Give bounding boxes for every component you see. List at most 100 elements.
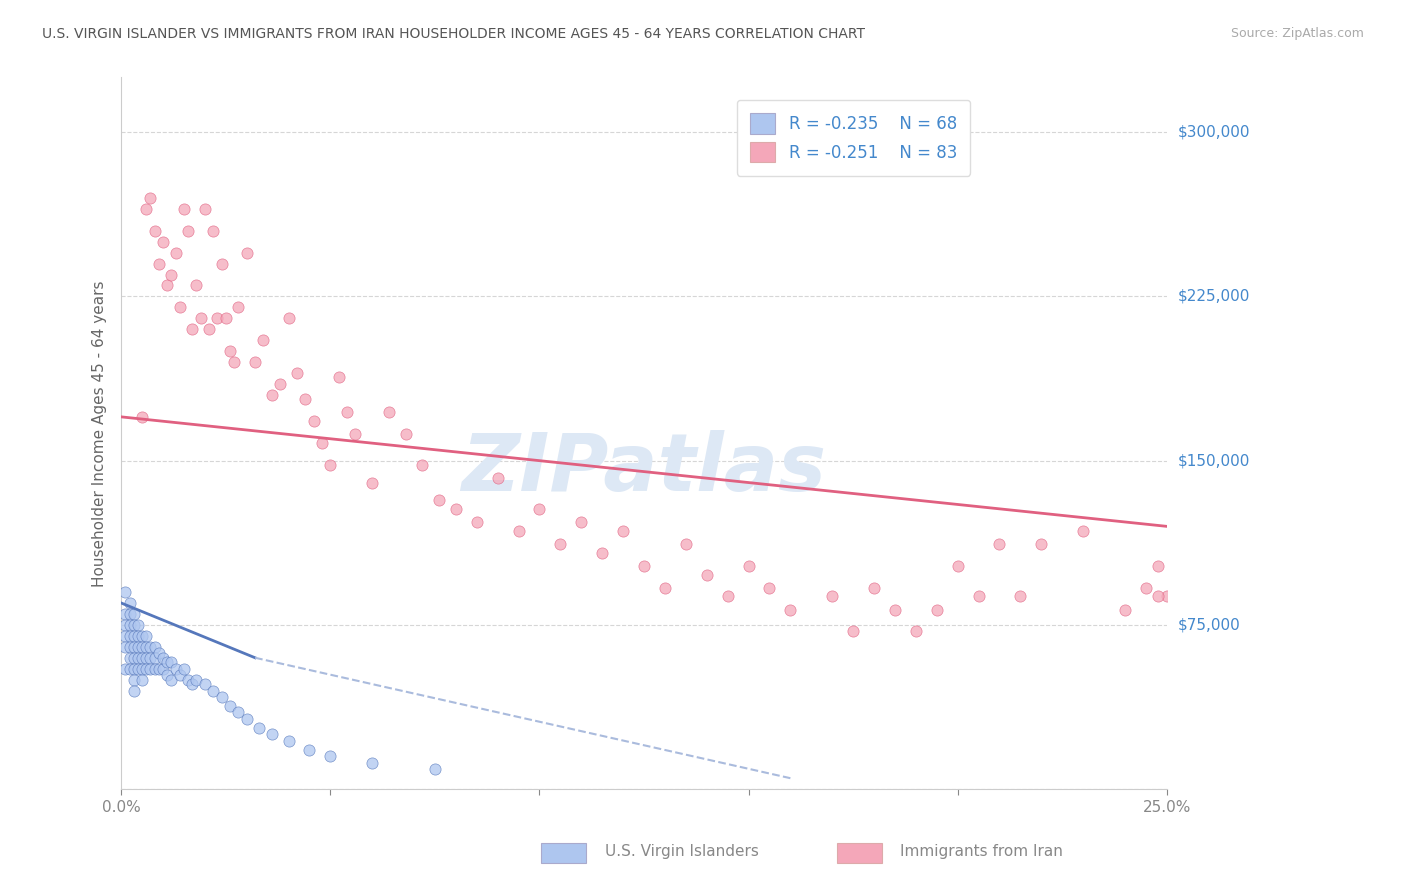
Point (143, 650, 166, 665)
Point (202, 224, 225, 238)
Point (127, 650, 149, 665)
Point (529, 501, 551, 516)
Point (696, 567, 718, 582)
Point (465, 515, 488, 529)
Point (319, 749, 342, 764)
Point (127, 640, 149, 654)
Point (1147, 558, 1170, 573)
Point (1260, 528, 1282, 542)
Point (842, 624, 865, 639)
Point (228, 301, 250, 315)
Point (114, 629, 136, 643)
Y-axis label: Householder Income Ages 45 - 64 years: Householder Income Ages 45 - 64 years (93, 280, 107, 587)
Point (1071, 524, 1094, 538)
Point (1156, 590, 1178, 604)
Point (122, 673, 145, 687)
Point (156, 278, 179, 293)
Point (925, 602, 948, 616)
Point (114, 640, 136, 654)
Point (336, 405, 359, 419)
Point (156, 668, 179, 682)
Point (285, 366, 308, 380)
Point (177, 673, 200, 687)
Point (181, 677, 204, 691)
Point (114, 662, 136, 676)
Text: Source: ZipAtlas.com: Source: ZipAtlas.com (1230, 27, 1364, 40)
Point (612, 524, 634, 538)
Point (219, 344, 242, 359)
Point (127, 618, 149, 632)
Text: $150,000: $150,000 (1178, 453, 1250, 468)
Point (904, 624, 927, 639)
Point (717, 590, 740, 604)
Point (235, 712, 257, 726)
Point (139, 191, 162, 205)
Point (967, 590, 990, 604)
Point (186, 278, 208, 293)
Point (139, 662, 162, 676)
Point (135, 640, 157, 654)
Text: Immigrants from Iran: Immigrants from Iran (900, 845, 1063, 859)
Point (235, 245, 257, 260)
Point (114, 585, 136, 599)
Point (122, 607, 145, 621)
Point (165, 662, 187, 676)
Point (156, 655, 179, 669)
Point (821, 590, 844, 604)
Point (884, 602, 907, 616)
Point (160, 655, 183, 669)
Point (118, 596, 141, 610)
Text: $225,000: $225,000 (1178, 289, 1250, 304)
Point (135, 202, 157, 216)
Point (186, 673, 208, 687)
Point (444, 501, 467, 516)
Point (173, 202, 195, 216)
Point (143, 662, 166, 676)
Point (139, 640, 162, 654)
Point (207, 311, 229, 326)
Point (260, 388, 283, 402)
Point (224, 355, 246, 369)
Point (508, 524, 530, 538)
Point (118, 650, 141, 665)
Point (190, 311, 212, 326)
Point (779, 602, 801, 616)
Point (118, 607, 141, 621)
Point (247, 721, 270, 735)
Point (181, 322, 204, 336)
Point (427, 493, 450, 508)
Point (165, 245, 187, 260)
Point (1198, 581, 1220, 595)
Point (143, 224, 166, 238)
Point (211, 256, 233, 270)
Point (863, 581, 886, 595)
Point (118, 640, 141, 654)
Point (194, 677, 217, 691)
Point (122, 640, 145, 654)
Point (215, 311, 238, 326)
Point (328, 370, 350, 384)
Point (361, 756, 384, 770)
Point (152, 650, 174, 665)
Point (319, 458, 342, 472)
Point (135, 650, 157, 665)
Point (139, 650, 162, 665)
Point (148, 662, 170, 676)
Point (423, 763, 446, 777)
Point (202, 683, 225, 698)
Point (311, 436, 333, 450)
Point (114, 618, 136, 632)
Point (135, 629, 157, 643)
Text: ZIPatlas: ZIPatlas (461, 430, 827, 508)
Point (211, 690, 233, 705)
Point (173, 662, 195, 676)
Point (378, 405, 401, 419)
Point (988, 537, 1011, 551)
Point (194, 202, 217, 216)
Point (148, 256, 170, 270)
Point (122, 662, 145, 676)
Point (361, 475, 384, 490)
Point (298, 742, 321, 756)
Point (277, 734, 299, 748)
Point (114, 607, 136, 621)
